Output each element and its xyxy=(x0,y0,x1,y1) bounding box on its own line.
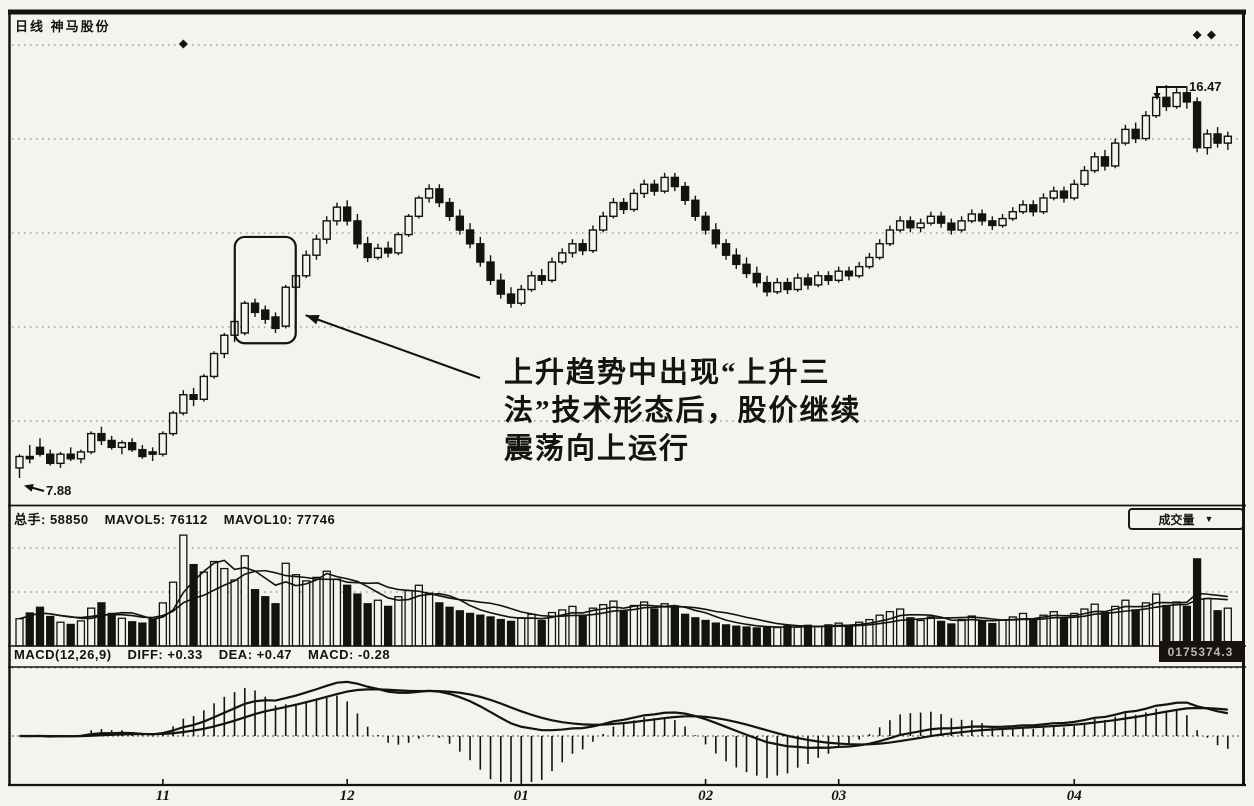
x-axis-label: 11 xyxy=(155,788,170,804)
macd-histogram xyxy=(28,687,1229,782)
dea-value: DEA: +0.47 xyxy=(218,647,293,662)
macd-value: MACD: -0.28 xyxy=(308,647,391,662)
axis-ticks xyxy=(162,779,1076,785)
candles xyxy=(15,84,1233,478)
pattern-box xyxy=(233,235,297,345)
volume-bars xyxy=(15,534,1232,647)
price-low-label: 7.88 xyxy=(46,483,72,498)
volume-type-label: 成交量 xyxy=(1158,512,1195,527)
mavol-lines xyxy=(19,559,1228,628)
macd-indicator-readout: MACD(12,26,9) DIFF: +0.33 DEA: +0.47 MACD: … xyxy=(14,647,406,662)
annotation-line: 上升趋势中出现“上升三 xyxy=(504,357,831,389)
volume-type-dropdown[interactable]: 成交量 ▼ xyxy=(1128,508,1244,530)
annotation-arrow xyxy=(305,314,481,379)
annotation-line: 震荡向上运行 xyxy=(504,433,691,465)
annotation-line: 法”技术形态后，股价继续 xyxy=(504,395,862,427)
x-axis-label: 04 xyxy=(1066,788,1082,804)
page-title: 日线 神马股份 xyxy=(15,19,111,34)
mavol5-value: MAVOL5: 76112 xyxy=(104,512,208,527)
corner-value-badge: 0175374.3 xyxy=(1159,641,1242,662)
x-axis-label: 01 xyxy=(513,788,529,804)
price-marker-arrows xyxy=(24,86,1186,492)
volume-total-value: 总手: 58850 xyxy=(14,512,89,527)
frame xyxy=(8,9,1246,787)
price-high-label: 16.47 xyxy=(1189,79,1222,94)
macd-params: MACD(12,26,9) xyxy=(14,647,112,662)
macd-lines xyxy=(19,680,1229,749)
x-axis-label: 02 xyxy=(698,788,714,804)
event-diamond-markers xyxy=(178,30,1216,49)
volume-indicator-readout: 总手: 58850 MAVOL5: 76112 MAVOL10: 77746 xyxy=(14,509,351,528)
pattern-annotation-text: 上升趋势中出现“上升三 法”技术形态后，股价继续 震荡向上运行 xyxy=(504,354,862,468)
x-axis-label: 12 xyxy=(339,788,355,804)
dropdown-caret-icon: ▼ xyxy=(1204,513,1214,524)
x-axis-label: 03 xyxy=(831,788,847,804)
mavol10-value: MAVOL10: 77746 xyxy=(223,512,336,527)
diff-value: DIFF: +0.33 xyxy=(127,647,203,662)
